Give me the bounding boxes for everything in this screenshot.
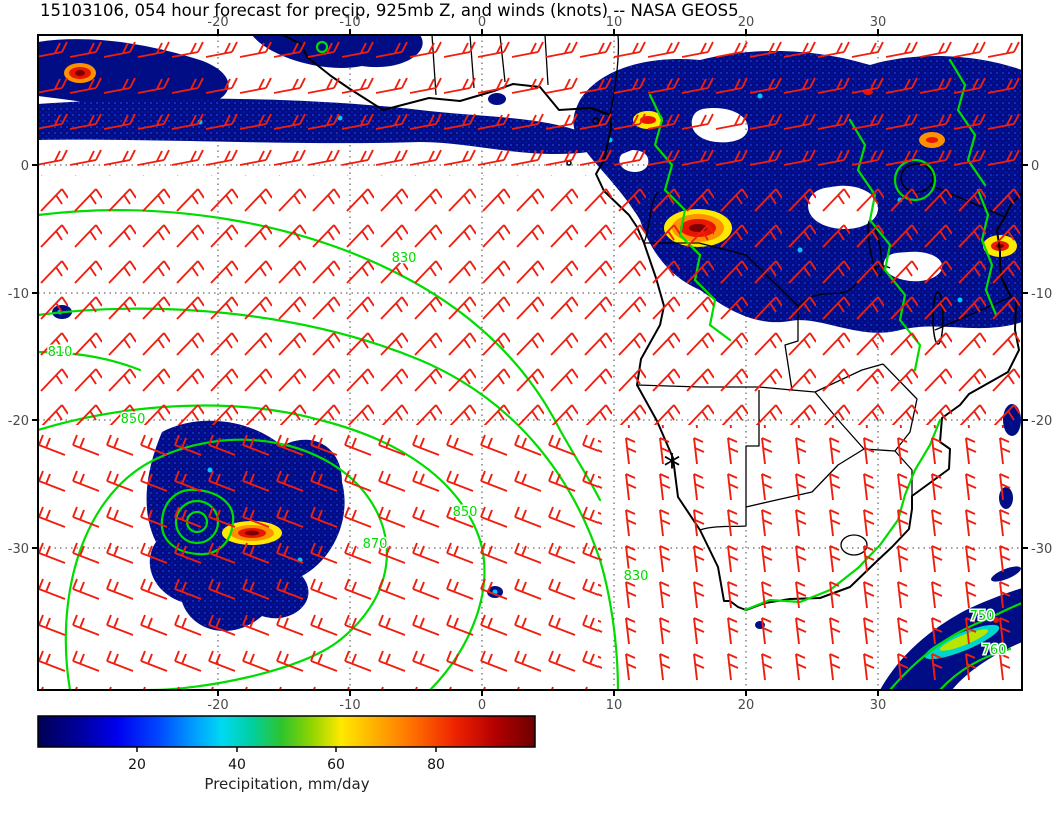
y-tick-label: -20 xyxy=(1031,414,1052,429)
x-tick-label: -10 xyxy=(339,15,360,30)
colorbar-tick-label: 60 xyxy=(327,757,345,773)
x-tick-label: 20 xyxy=(738,15,755,30)
contour-label: 830 xyxy=(624,569,649,584)
wind-barbs-region-midlat-west xyxy=(38,425,598,690)
plot-frame xyxy=(37,34,1023,691)
contour-label: 870 xyxy=(363,537,388,552)
x-tick-label: 0 xyxy=(478,698,486,713)
colorbar-title: Precipitation, mm/day xyxy=(204,775,369,793)
x-axis-bottom-labels: -20 -10 0 10 20 30 xyxy=(207,698,886,713)
y-tick-label: -30 xyxy=(8,542,29,557)
contour-label: 760 xyxy=(982,643,1007,658)
wind-barbs-region-midlat-east xyxy=(598,425,1022,690)
colorbar: 20 40 60 80 Precipitation, mm/day xyxy=(37,715,536,793)
y-tick-label: -10 xyxy=(8,287,29,302)
colorbar-tick-marks xyxy=(136,747,437,752)
colorbar-tick-label: 80 xyxy=(427,757,445,773)
x-tick-label: -20 xyxy=(207,15,228,30)
x-tick-label: -10 xyxy=(339,698,360,713)
y-tick-label: 0 xyxy=(1031,159,1039,174)
y-axis-left-labels: 0 -10 -20 -30 xyxy=(8,159,29,557)
x-axis-top-labels: -20 -10 0 10 20 30 xyxy=(207,15,886,30)
wind-barb-layer xyxy=(38,35,1022,690)
contour-label: 810 xyxy=(48,345,73,360)
x-tick-label: -20 xyxy=(207,698,228,713)
contour-label-group: 810 850 830 850 870 830 750 760 xyxy=(46,250,1008,660)
contour-label: 750 xyxy=(970,609,995,624)
colorbar-tick-label: 40 xyxy=(228,757,246,773)
colorbar-gradient-bar xyxy=(37,715,536,748)
x-tick-label: 0 xyxy=(478,15,486,30)
contour-label: 830 xyxy=(392,251,417,266)
wind-barbs-region-tropics xyxy=(38,35,1022,175)
y-axis-right-labels: 0 -10 -20 -30 xyxy=(1031,159,1052,557)
y-tick-label: -20 xyxy=(8,414,29,429)
x-tick-label: 20 xyxy=(738,698,755,713)
x-tick-label: 30 xyxy=(870,15,887,30)
x-tick-label: 10 xyxy=(606,15,623,30)
asterisk-marker: * xyxy=(664,447,681,487)
colorbar-tick-label: 20 xyxy=(128,757,146,773)
y-tick-label: 0 xyxy=(21,159,29,174)
y-tick-label: -10 xyxy=(1031,287,1052,302)
x-tick-label: 30 xyxy=(870,698,887,713)
x-tick-label: 10 xyxy=(606,698,623,713)
y-tick-label: -30 xyxy=(1031,542,1052,557)
colorbar-tick-labels: 20 40 60 80 xyxy=(128,757,445,773)
figure-title: 15103106, 054 hour forecast for precip, … xyxy=(40,1,739,20)
axis-tick-marks xyxy=(32,29,1028,696)
wind-barbs-region-trades xyxy=(38,175,1022,425)
contour-label: 850 xyxy=(121,412,146,427)
contour-label: 850 xyxy=(453,505,478,520)
